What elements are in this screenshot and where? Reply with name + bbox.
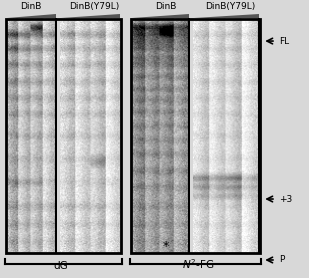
Polygon shape: [7, 14, 56, 18]
Text: *: *: [163, 240, 169, 253]
Polygon shape: [132, 14, 189, 18]
Bar: [131, 19, 260, 253]
Text: DinB: DinB: [154, 3, 176, 11]
Text: DinB: DinB: [20, 3, 42, 11]
Text: DinB(Y79L): DinB(Y79L): [69, 3, 119, 11]
Text: P: P: [279, 255, 284, 264]
Text: DinB(Y79L): DinB(Y79L): [205, 3, 255, 11]
Text: $N^2$-FG: $N^2$-FG: [182, 257, 214, 271]
Polygon shape: [61, 14, 120, 18]
Text: FL: FL: [279, 36, 289, 46]
Text: dG: dG: [53, 261, 68, 271]
Bar: [6, 19, 121, 253]
Polygon shape: [194, 14, 259, 18]
Text: +3: +3: [279, 195, 292, 203]
